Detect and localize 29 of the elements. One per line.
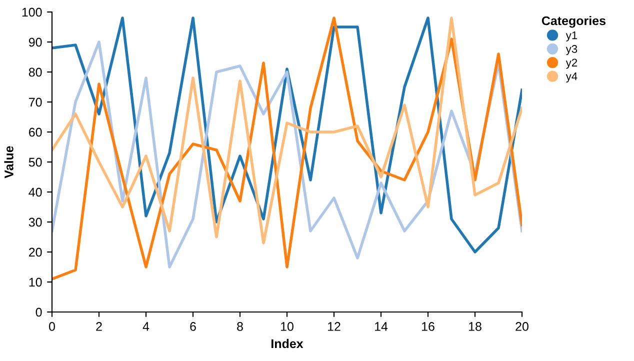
y-tick-label: 30 bbox=[28, 218, 42, 227]
x-tick-label: 4 bbox=[142, 322, 150, 331]
x-tick-label: 14 bbox=[375, 322, 388, 331]
x-tick-label: 8 bbox=[237, 322, 243, 331]
y-tick-label: 90 bbox=[28, 38, 42, 47]
y-tick-label: 0 bbox=[36, 308, 42, 317]
y-tick-label: 100 bbox=[22, 8, 42, 17]
y-axis-title: Value bbox=[4, 146, 14, 178]
legend-title: Categories bbox=[542, 16, 606, 28]
y-tick-label: 40 bbox=[28, 188, 42, 197]
x-tick-label: 0 bbox=[49, 322, 55, 331]
legend-label: y4 bbox=[566, 72, 578, 82]
x-axis-title: Index bbox=[272, 338, 304, 348]
legend-label: y2 bbox=[566, 58, 578, 69]
x-tick-label: 2 bbox=[96, 322, 102, 331]
y-tick-label: 70 bbox=[29, 98, 42, 107]
x-tick-label: 16 bbox=[422, 322, 434, 331]
y-tick-label: 80 bbox=[28, 68, 42, 77]
x-tick-label: 20 bbox=[516, 322, 528, 331]
x-tick-label: 18 bbox=[469, 322, 482, 331]
x-tick-label: 10 bbox=[281, 322, 294, 331]
legend-label: y3 bbox=[566, 45, 578, 56]
legend-label: y1 bbox=[566, 31, 578, 42]
x-tick-label: 6 bbox=[190, 322, 196, 331]
y-tick-label: 10 bbox=[29, 278, 42, 287]
y-tick-label: 60 bbox=[29, 128, 42, 137]
y-tick-label: 20 bbox=[29, 248, 42, 257]
y-tick-label: 50 bbox=[28, 158, 42, 167]
x-tick-label: 12 bbox=[328, 322, 340, 331]
